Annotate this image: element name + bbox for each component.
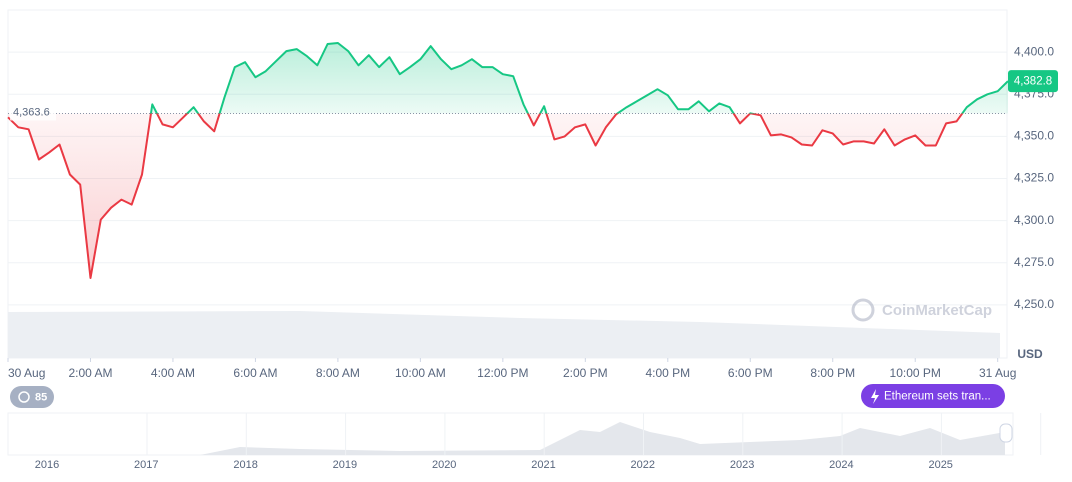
x-tick-label: 10:00 AM <box>395 366 446 380</box>
y-tick-label: 4,250.0 <box>1014 297 1054 311</box>
last-price-badge <box>1008 70 1058 93</box>
navigator-handle[interactable] <box>999 423 1013 443</box>
x-tick-label: 30 Aug <box>8 366 45 380</box>
history-count: 85 <box>35 391 47 403</box>
navigator-year: 2021 <box>531 459 555 471</box>
navigator-year: 2018 <box>233 459 257 471</box>
history-icon <box>18 391 30 403</box>
navigator-area <box>8 422 1005 455</box>
baseline-label: 4,363.6 <box>13 106 50 118</box>
x-tick-label: 10:00 PM <box>890 366 941 380</box>
y-tick-label: 4,400.0 <box>1014 44 1054 58</box>
x-tick-label: 6:00 PM <box>728 366 773 380</box>
navigator-year: 2025 <box>928 459 952 471</box>
x-tick-label: 31 Aug <box>979 366 1016 380</box>
x-tick-label: 2:00 PM <box>563 366 608 380</box>
price-line <box>7 42 1009 279</box>
watermark-logo <box>851 298 875 322</box>
x-tick-label: 2:00 AM <box>68 366 112 380</box>
navigator-year: 2023 <box>730 459 754 471</box>
navigator-year: 2020 <box>432 459 456 471</box>
navigator-year: 2024 <box>829 459 853 471</box>
x-tick-label: 4:00 PM <box>645 366 690 380</box>
navigator-year: 2022 <box>631 459 655 471</box>
watermark: CoinMarketCap <box>851 298 992 322</box>
x-tick-label: 12:00 PM <box>477 366 528 380</box>
x-tick-label: 8:00 AM <box>316 366 360 380</box>
x-tick-label: 6:00 AM <box>233 366 277 380</box>
navigator-year: 2019 <box>333 459 357 471</box>
x-tick-label: 8:00 PM <box>810 366 855 380</box>
last-price-label: 4,382.8 <box>1014 76 1052 88</box>
navigator-year: 2017 <box>134 459 158 471</box>
y-unit: USD <box>1017 347 1043 361</box>
event-pill[interactable] <box>861 384 1005 408</box>
watermark-text: CoinMarketCap <box>882 302 992 319</box>
navigator-year: 2016 <box>35 459 59 471</box>
y-tick-label: 4,275.0 <box>1014 255 1054 269</box>
event-text: Ethereum sets tran... <box>884 391 991 403</box>
y-tick-label: 4,350.0 <box>1014 129 1054 143</box>
volume-band <box>8 311 1000 358</box>
plot-frame <box>7 9 1008 359</box>
y-tick-label: 4,300.0 <box>1014 213 1054 227</box>
baseline-label-bg <box>10 104 56 121</box>
event-icon <box>871 389 879 404</box>
area-fill <box>8 43 1008 278</box>
y-tick-label: 4,325.0 <box>1014 171 1054 185</box>
history-badge[interactable] <box>10 386 54 408</box>
x-tick-label: 4:00 AM <box>151 366 195 380</box>
